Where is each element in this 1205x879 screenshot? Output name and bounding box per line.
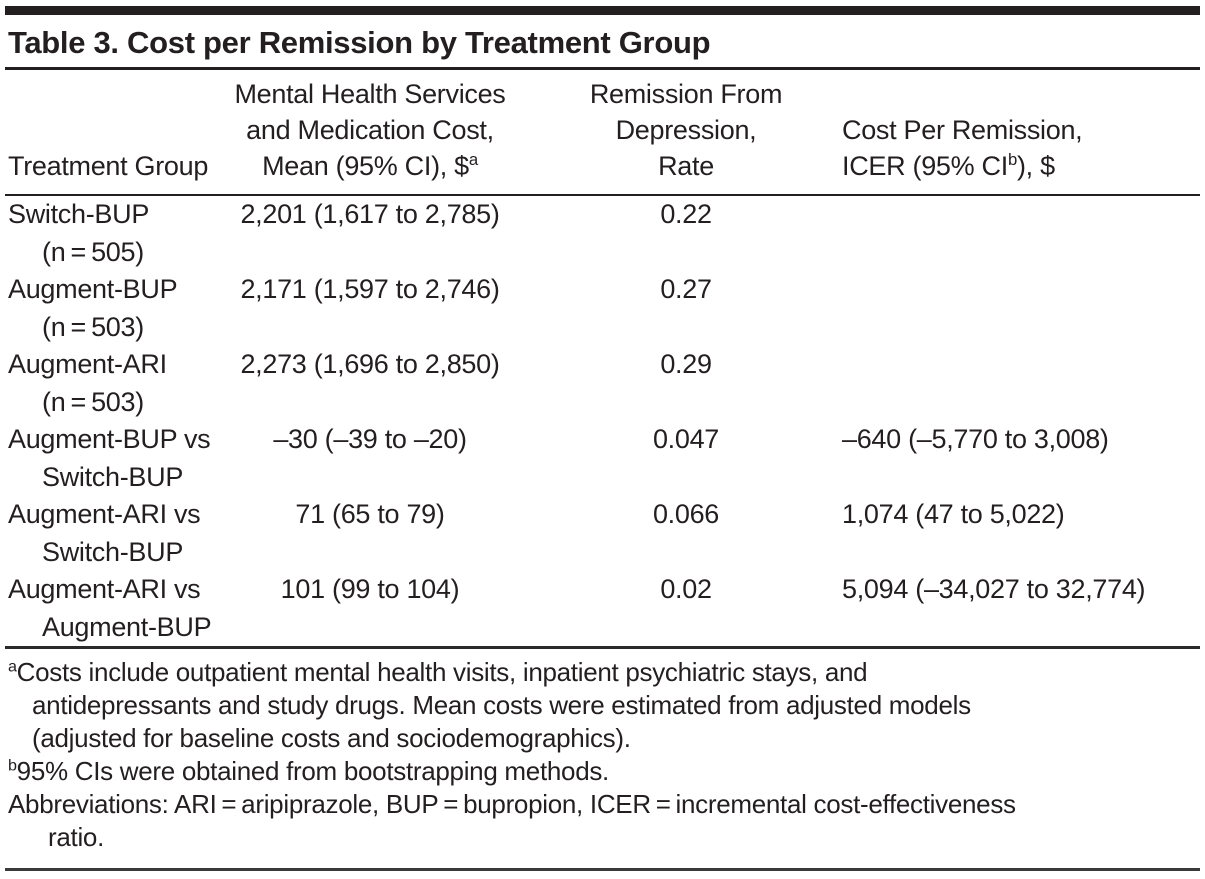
footnote-a-marker-ref: a (468, 150, 478, 169)
header-remission-rate: Remission From Depression, Rate (530, 76, 842, 184)
table-row: Augment-ARI vs Augment-BUP 101 (99 to 10… (8, 571, 1200, 646)
row-group-name: Augment-ARI vs (8, 499, 201, 529)
table-row: Switch-BUP (n = 505) 2,201 (1,617 to 2,7… (8, 196, 1200, 271)
table-top-bar (5, 6, 1200, 15)
row-rate: 0.066 (652, 499, 720, 529)
footnote-a-line3: (adjusted for baseline costs and sociode… (32, 723, 631, 753)
table-body: Switch-BUP (n = 505) 2,201 (1,617 to 2,7… (5, 196, 1200, 646)
row-cost: 2,273 (1,696 to 2,850) (240, 349, 500, 379)
footnote-b-line1: b95% CIs were obtained from bootstrappin… (8, 756, 609, 786)
row-cost: 101 (99 to 104) (280, 574, 460, 604)
footnote-a-line2: antidepressants and study drugs. Mean co… (32, 690, 971, 720)
abbreviations-line2: ratio. (48, 822, 105, 852)
header-cost-line1: Mental Health Services (234, 79, 506, 109)
table-row: Augment-BUP vs Switch-BUP –30 (–39 to –2… (8, 421, 1200, 496)
header-remission-line1: Remission From (589, 79, 783, 109)
table-row: Augment-BUP (n = 503) 2,171 (1,597 to 2,… (8, 271, 1200, 346)
table-row: Augment-ARI (n = 503) 2,273 (1,696 to 2,… (8, 346, 1200, 421)
row-rate: 0.22 (660, 199, 712, 229)
header-remission-line2: Depression, (615, 115, 757, 145)
row-rate: 0.047 (652, 424, 720, 454)
header-cost: Mental Health Services and Medication Co… (210, 76, 530, 184)
row-group-name: Augment-ARI (8, 349, 167, 379)
row-icer (842, 196, 1024, 271)
header-icer-line2: ICER (95% CIb), $ (842, 150, 1055, 181)
footnote-a-line1: aCosts include outpatient mental health … (8, 657, 868, 687)
row-rate: 0.02 (660, 574, 712, 604)
footnote-b-marker: b (8, 756, 17, 775)
footnotes: aCosts include outpatient mental health … (5, 649, 1200, 854)
row-rate: 0.29 (660, 349, 712, 379)
table-row: Augment-ARI vs Switch-BUP 71 (65 to 79) … (8, 496, 1200, 571)
row-group-name: Switch-BUP (8, 199, 150, 229)
abbreviations-line1: Abbreviations: ARI = aripiprazole, BUP =… (8, 789, 1016, 819)
row-icer: 5,094 (–34,027 to 32,774) (842, 574, 1146, 604)
header-icer: Cost Per Remission, ICER (95% CIb), $ (842, 112, 1083, 184)
bottom-rule (5, 868, 1200, 871)
row-icer: 1,074 (47 to 5,022) (842, 499, 1065, 529)
row-rate: 0.27 (660, 274, 712, 304)
row-group-name: Augment-BUP vs (8, 424, 211, 454)
row-group-sub: Switch-BUP (42, 461, 184, 492)
row-cost: 2,171 (1,597 to 2,746) (240, 274, 500, 304)
header-cost-line2: and Medication Cost, (246, 115, 494, 145)
row-cost: 71 (65 to 79) (295, 499, 445, 529)
header-rule (5, 194, 1200, 196)
header-treatment-group-label: Treatment Group (8, 151, 209, 181)
table-title: Table 3. Cost per Remission by Treatment… (8, 25, 711, 60)
footnote-a-marker: a (8, 657, 17, 676)
header-remission-line3: Rate (658, 151, 714, 181)
row-group-sub: (n = 503) (42, 311, 144, 342)
row-group-sub: (n = 505) (42, 236, 144, 267)
row-group-name: Augment-BUP (8, 274, 178, 304)
header-cost-line3: Mean (95% CI), $a (262, 150, 478, 181)
row-group-sub: Switch-BUP (42, 536, 184, 567)
footnote-b-marker-ref: b (1007, 150, 1017, 169)
row-cost: 2,201 (1,617 to 2,785) (240, 199, 500, 229)
row-group-sub: Augment-BUP (42, 611, 212, 642)
row-group-sub: (n = 503) (42, 386, 144, 417)
row-cost: –30 (–39 to –20) (273, 424, 467, 454)
title-rule (5, 67, 1200, 70)
row-group-name: Augment-ARI vs (8, 574, 201, 604)
row-icer (842, 346, 1024, 421)
row-icer (842, 271, 1024, 346)
header-treatment-group: Treatment Group (8, 148, 210, 184)
body-footnote-rule (5, 646, 1200, 649)
header-icer-line1: Cost Per Remission, (842, 115, 1083, 145)
row-icer: –640 (–5,770 to 3,008) (842, 424, 1109, 454)
table-header-row: Treatment Group Mental Health Services a… (8, 70, 1200, 194)
